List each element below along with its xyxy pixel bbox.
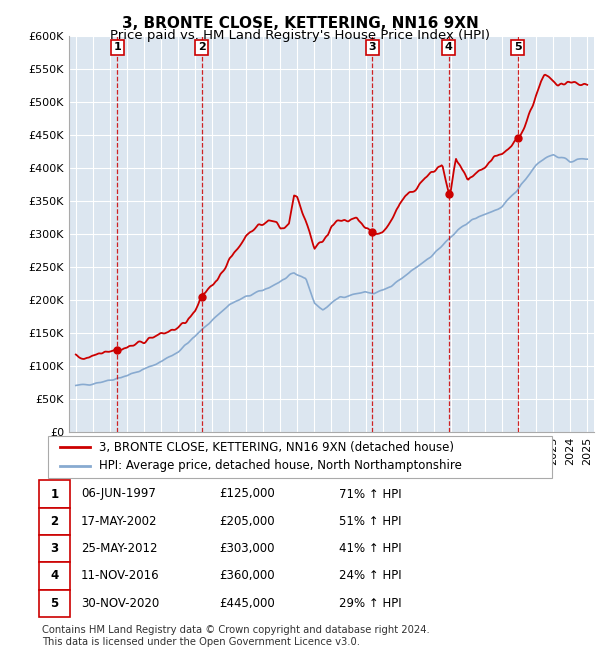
Text: Price paid vs. HM Land Registry's House Price Index (HPI): Price paid vs. HM Land Registry's House … [110,29,490,42]
Text: 29% ↑ HPI: 29% ↑ HPI [339,597,401,610]
Text: 2: 2 [198,42,205,53]
Text: 41% ↑ HPI: 41% ↑ HPI [339,542,401,555]
Text: £360,000: £360,000 [219,569,275,582]
Text: 06-JUN-1997: 06-JUN-1997 [81,488,156,500]
Text: 51% ↑ HPI: 51% ↑ HPI [339,515,401,528]
Text: 11-NOV-2016: 11-NOV-2016 [81,569,160,582]
Text: 2: 2 [50,515,59,528]
Text: 4: 4 [50,569,59,582]
Text: 3, BRONTE CLOSE, KETTERING, NN16 9XN (detached house): 3, BRONTE CLOSE, KETTERING, NN16 9XN (de… [99,441,454,454]
Text: 71% ↑ HPI: 71% ↑ HPI [339,488,401,500]
Text: 1: 1 [113,42,121,53]
Text: 30-NOV-2020: 30-NOV-2020 [81,597,159,610]
Text: £445,000: £445,000 [219,597,275,610]
Text: 4: 4 [445,42,452,53]
Text: 5: 5 [50,597,59,610]
Text: 17-MAY-2002: 17-MAY-2002 [81,515,157,528]
Text: 3: 3 [50,542,59,555]
Text: 5: 5 [514,42,521,53]
Text: 24% ↑ HPI: 24% ↑ HPI [339,569,401,582]
Text: £205,000: £205,000 [219,515,275,528]
Text: £303,000: £303,000 [219,542,275,555]
Text: Contains HM Land Registry data © Crown copyright and database right 2024.
This d: Contains HM Land Registry data © Crown c… [42,625,430,647]
Text: 25-MAY-2012: 25-MAY-2012 [81,542,157,555]
Text: £125,000: £125,000 [219,488,275,500]
Text: HPI: Average price, detached house, North Northamptonshire: HPI: Average price, detached house, Nort… [99,460,462,473]
Text: 3, BRONTE CLOSE, KETTERING, NN16 9XN: 3, BRONTE CLOSE, KETTERING, NN16 9XN [122,16,478,31]
Text: 3: 3 [368,42,376,53]
Text: 1: 1 [50,488,59,500]
